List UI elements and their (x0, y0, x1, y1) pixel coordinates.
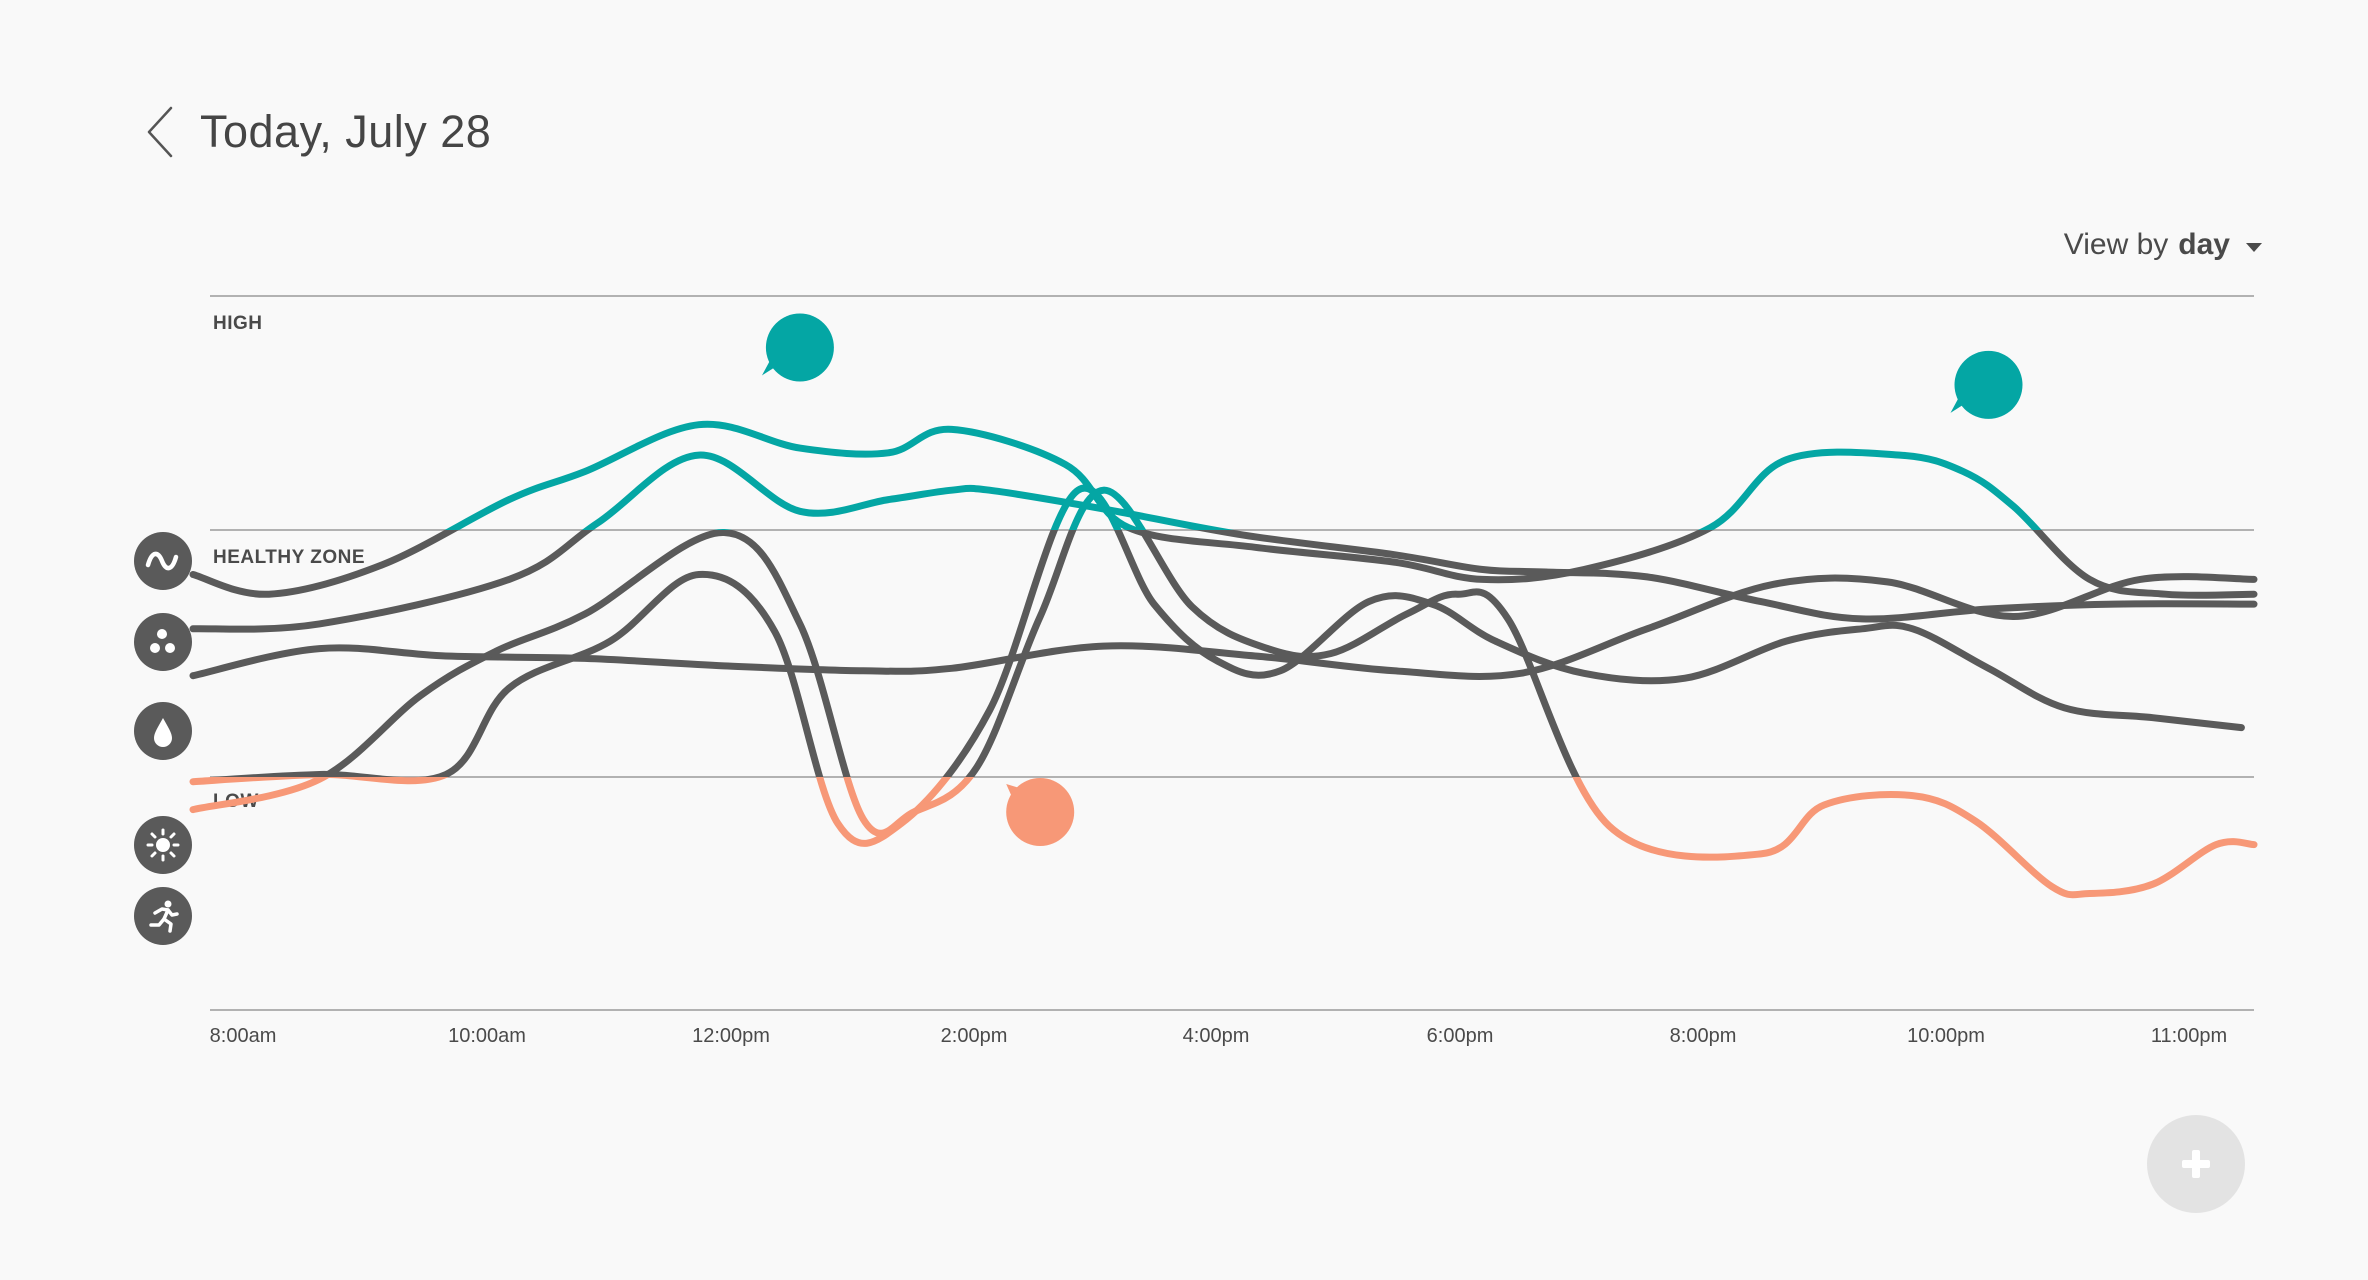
plus-icon (2182, 1150, 2210, 1178)
series-segment (189, 530, 2258, 599)
series-line (189, 484, 2245, 847)
series-line (189, 486, 2258, 899)
series-line (189, 420, 2258, 599)
series-segment (193, 424, 2254, 595)
drop-icon (154, 718, 172, 747)
series-line (189, 451, 2258, 633)
wave-icon (145, 551, 179, 571)
series-segment (189, 530, 2258, 633)
zone-label-0: HIGH (213, 313, 263, 334)
annotation-layer (761, 313, 2023, 846)
x-tick-label: 2:00pm (941, 1025, 1008, 1047)
metric-button-hydration[interactable] (134, 702, 192, 760)
dots-icon (150, 629, 175, 653)
series-layer (189, 420, 2258, 899)
x-tick-label: 12:00pm (692, 1025, 770, 1047)
series-segment (189, 777, 2258, 899)
x-tick-label: 4:00pm (1183, 1025, 1250, 1047)
view-by-label: View by (2063, 228, 2169, 261)
page-title: Today, July 28 (200, 106, 492, 157)
series-segment (581, 451, 1235, 530)
metric-button-activity[interactable] (134, 532, 192, 590)
series-segment (444, 420, 2042, 530)
view-by-dropdown[interactable]: View by day (2064, 228, 2262, 262)
chevron-down-icon (2246, 242, 2262, 252)
x-tick-label: 10:00am (448, 1025, 526, 1047)
runner-icon (149, 900, 179, 933)
x-tick-label: 11:00pm (2151, 1025, 2227, 1047)
add-button[interactable] (2147, 1115, 2245, 1213)
x-axis: 8:00am 10:00am 12:00pm 2:00pm 4:00pm 6:00pm 8:… (210, 1025, 2228, 1047)
metric-button-sunlight[interactable] (134, 816, 192, 874)
view-by-value: day (2178, 228, 2230, 261)
x-tick-label: 6:00pm (1427, 1025, 1494, 1047)
chevron-left-icon (147, 106, 173, 158)
comment-bubble[interactable] (1950, 350, 2023, 419)
back-button[interactable] (136, 96, 184, 168)
series-segment (211, 530, 2245, 777)
series-segment (315, 530, 1581, 777)
metric-button-exercise[interactable] (134, 887, 192, 945)
comment-bubble[interactable] (1006, 778, 1075, 846)
zone-label-1: HEALTHY ZONE (213, 547, 365, 568)
comment-bubble[interactable] (761, 313, 834, 382)
series-line (189, 573, 2258, 680)
x-tick-label: 10:00pm (1907, 1025, 1985, 1047)
sun-icon (146, 828, 180, 862)
x-tick-label: 8:00pm (1670, 1025, 1737, 1047)
series-segment (189, 573, 2258, 680)
metric-button-nutrients[interactable] (134, 613, 192, 671)
header: Today, July 28 (136, 96, 491, 168)
x-tick-label: 8:00am (210, 1025, 277, 1047)
